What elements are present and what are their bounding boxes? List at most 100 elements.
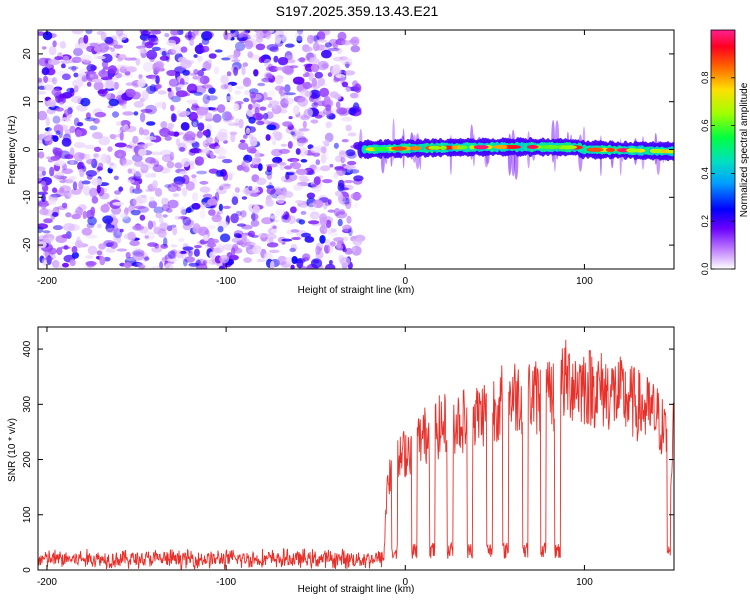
spectrogram-noise-cell [248,134,254,139]
spectrogram-noise-cell [160,121,168,129]
spectrogram-noise-cell [284,84,291,93]
spectrogram-noise-cell [172,226,178,236]
spectrogram-noise-cell [272,140,277,146]
spectrogram-noise-cell [341,81,349,88]
spectrogram-noise-cell [63,244,69,250]
spectrogram-noise-cell [117,57,123,62]
spectrogram-noise-cell [63,223,75,232]
spectrogram-noise-cell [336,243,343,251]
spectrogram-noise-cell [41,170,47,176]
snr-x-tick-label: 0 [402,577,408,588]
spectrogram-noise-cell [171,113,177,122]
spectrogram-noise-cell [93,146,102,152]
spectrogram-noise-cell [41,46,47,50]
spectrogram-noise-cell [201,45,210,53]
spectrogram-noise-cell [64,129,72,137]
spectrogram-noise-cell [238,118,244,129]
spectrogram-band-peak [391,146,407,151]
spectrogram-noise-cell [325,104,332,112]
spectrogram-noise-cell [298,57,306,63]
spectrogram-noise-cell [151,46,161,52]
spectrogram-noise-cell [148,200,158,209]
spectrogram-noise-cell [266,124,277,131]
spectrogram-x-label: Height of straight line (km) [298,285,415,296]
spectrogram-noise-cell [84,117,96,122]
spectrogram-noise-cell [180,46,188,53]
spectrogram-noise-cell [158,217,164,224]
spectrogram-noise-cell [265,163,278,168]
spectrogram-noise-cell [221,183,231,187]
spectrogram-noise-cell [216,187,227,195]
spectrogram-noise-cell [312,214,320,218]
spectrogram-noise-cell [138,74,143,80]
spectrogram-noise-cell [85,112,91,120]
spectrogram-noise-cell [133,249,145,257]
spectrogram-noise-cell [70,188,82,195]
spectrogram-noise-cell [263,58,272,67]
spectrogram-noise-cell [349,169,360,174]
spectrogram-noise-cell [174,162,183,169]
spectrogram-noise-cell [334,93,342,100]
spectrogram-noise-cell [254,150,260,160]
spectrogram-noise-cell [38,175,42,182]
spectrogram-noise-cell [319,213,328,223]
spectrogram-noise-cell [91,196,99,204]
spectrogram-noise-cell [241,224,253,230]
spectrogram-noise-cell [51,88,61,97]
spectrogram-noise-cell [312,199,324,209]
spectrogram-noise-cell [163,237,168,247]
spectrogram-noise-cell [180,122,190,131]
spectrogram-noise-cell [216,169,224,177]
spectrogram-noise-cell [127,231,136,241]
spectrogram-noise-cell [191,192,199,202]
spectrogram-x-tick-label: 0 [402,276,408,287]
spectrogram-noise-cell [313,101,318,106]
snr-y-ticks: 0 100 200 300 400 [22,340,674,573]
spectrogram-noise-cell [73,72,79,78]
spectrogram-noise-cell [52,225,63,231]
spectrogram-noise-cell [172,193,180,198]
spectrogram-noise-cell [348,39,358,44]
spectrogram-noise-cell [131,250,143,256]
spectrogram-noise-cell [348,165,357,172]
spectrogram-noise-cell [253,164,260,169]
spectrogram-noise-cell [313,176,321,186]
spectrogram-noise-cell [161,197,170,206]
spectrogram-noise-cell [300,159,308,163]
spectrogram-noise-cell [88,42,99,47]
spectrogram-noise-cell [321,63,329,69]
spectrogram-noise-cell [263,252,273,262]
spectrogram-noise-cell [244,90,251,96]
spectrogram-noise-cell [328,121,333,128]
spectrogram-noise-cell [266,173,273,180]
spectrogram-noise-cell [161,154,174,163]
spectrogram-noise-cell [297,97,309,107]
spectrogram-noise-cell [279,31,287,40]
spectrogram-noise-cell [319,87,330,98]
spectrogram-noise-cell [196,130,203,139]
spectrogram-noise-cell [138,264,146,269]
spectrogram-noise-cell [137,143,148,150]
spectrogram-noise-cell [271,104,282,115]
spectrogram-noise-cell [42,31,53,41]
colorbar-tick-label: 0.0 [700,263,710,276]
spectrogram-noise-cell [222,244,234,251]
spectrogram-noise-cell [127,179,135,183]
spectrogram-noise-cell [73,47,83,57]
spectrogram-noise-cell [309,57,317,64]
spectrogram-noise-cell [337,218,343,227]
spectrogram-noise-cell [167,130,175,136]
spectrogram-noise-cell [320,165,331,172]
spectrogram-noise-cell [284,191,294,198]
spectrogram-noise-cell [91,178,103,186]
spectrogram-noise-cell [266,238,272,244]
spectrogram-noise-cell [124,125,137,133]
spectrogram-noise-cell [123,124,129,132]
spectrogram-noise-cell [289,247,297,253]
spectrogram-noise-cell [169,151,175,161]
spectrogram-noise-cell [283,211,290,220]
spectrogram-noise-cell [286,59,296,64]
spectrogram-noise-cell [206,243,217,248]
spectrogram-noise-cell [38,226,44,233]
spectrogram-noise-cell [209,251,215,259]
